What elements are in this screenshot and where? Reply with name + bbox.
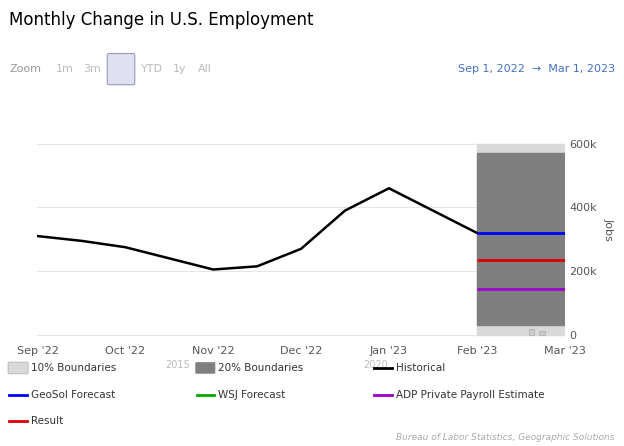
- Text: All: All: [198, 64, 212, 74]
- Text: Bureau of Labor Statistics, Geographic Solutions: Bureau of Labor Statistics, Geographic S…: [396, 434, 615, 442]
- Y-axis label: Jobs: Jobs: [604, 218, 614, 241]
- Text: WSJ Forecast: WSJ Forecast: [218, 390, 285, 400]
- Text: YTD: YTD: [140, 64, 163, 74]
- Text: 10% Boundaries: 10% Boundaries: [31, 363, 116, 373]
- Text: 1m: 1m: [56, 64, 73, 74]
- Text: Monthly Change in U.S. Employment: Monthly Change in U.S. Employment: [9, 11, 314, 29]
- Text: 2015: 2015: [166, 360, 190, 370]
- Bar: [529, 329, 534, 335]
- Text: Zoom: Zoom: [9, 64, 41, 74]
- Text: Sep 1, 2022  →  Mar 1, 2023: Sep 1, 2022 → Mar 1, 2023: [457, 64, 615, 74]
- Text: Result: Result: [31, 417, 63, 426]
- Text: 2020: 2020: [363, 360, 388, 370]
- Text: Historical: Historical: [396, 363, 445, 373]
- Text: 1y: 1y: [173, 64, 187, 74]
- Bar: [477, 153, 565, 325]
- Text: ADP Private Payroll Estimate: ADP Private Payroll Estimate: [396, 390, 544, 400]
- Text: 20% Boundaries: 20% Boundaries: [218, 363, 303, 373]
- Text: GeoSol Forecast: GeoSol Forecast: [31, 390, 115, 400]
- Bar: [539, 331, 545, 335]
- Text: 6m: 6m: [110, 64, 130, 74]
- Bar: [477, 144, 565, 335]
- Text: 3m: 3m: [84, 64, 101, 74]
